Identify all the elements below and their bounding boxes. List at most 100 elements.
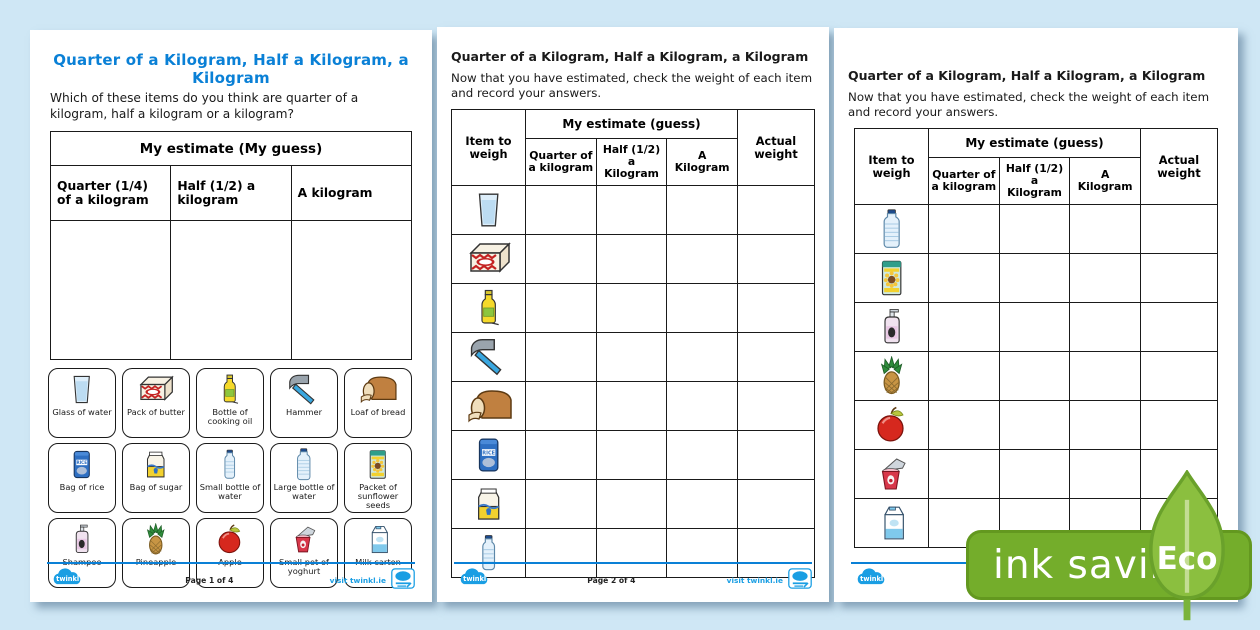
hammer-icon [451,332,526,383]
estimate-header: My estimate (guess) [525,109,738,140]
cell-quarter[interactable] [525,528,597,579]
weigh-table: Item to weigh My estimate (guess) Actual… [451,109,815,579]
cell-kilogram[interactable] [1069,302,1141,353]
bag-of-rice-icon: RICE [451,430,526,481]
cell-half[interactable] [998,449,1071,500]
cell-kilogram[interactable] [666,430,738,481]
footer-divider [454,562,812,564]
cell-actual[interactable] [737,332,815,383]
cell-kilogram[interactable] [290,220,413,361]
cell-kilogram[interactable] [666,185,738,236]
weigh-table: Item to weigh My estimate (guess) Actual… [854,128,1218,549]
cell-kilogram[interactable] [1069,351,1141,402]
cell-quarter[interactable] [525,283,597,334]
column-item-to-weigh: Item to weigh [854,128,929,206]
column-kilogram: A Kilogram [1069,157,1141,206]
cell-actual[interactable] [1140,253,1218,304]
glass-of-water-icon [451,185,526,236]
column-half: Half (1/2) a Kilogram [998,157,1071,206]
table-header-row: Item to weigh My estimate (guess) Actual… [451,109,815,187]
item-card-cooking-oil: Bottle of cooking oil [196,368,264,439]
cell-half[interactable] [595,283,668,334]
cell-half[interactable] [595,528,668,579]
cell-kilogram[interactable] [666,528,738,579]
cell-quarter[interactable] [525,479,597,530]
cell-kilogram[interactable] [1069,204,1141,255]
cell-quarter[interactable] [49,220,172,361]
cell-actual[interactable] [737,430,815,481]
table-columns-row: Quarter (1/4) of a kilogram Half (1/2) a… [49,165,413,222]
page-footer: twinkl Page 1 of 4 visit twinkl.ie [47,562,415,593]
column-kilogram: A kilogram [290,165,413,222]
cell-quarter[interactable] [928,204,1000,255]
cell-quarter[interactable] [525,185,597,236]
cell-half[interactable] [998,302,1071,353]
table-header-row: Item to weigh My estimate (guess) Actual… [854,128,1218,206]
cell-half[interactable] [595,185,668,236]
cell-kilogram[interactable] [666,283,738,334]
visit-link: visit twinkl.ie [726,575,783,585]
yoghurt-icon [290,522,318,556]
cell-half[interactable] [998,351,1071,402]
table-row [451,381,815,432]
cell-half[interactable] [595,332,668,383]
cell-actual[interactable] [737,283,815,334]
cell-quarter[interactable] [928,449,1000,500]
cell-actual[interactable] [737,185,815,236]
shampoo-icon [68,522,96,556]
cell-actual[interactable] [1140,400,1218,451]
cell-kilogram[interactable] [666,479,738,530]
cell-quarter[interactable] [928,253,1000,304]
item-card-loaf-of-bread: Loaf of bread [344,368,412,439]
cell-quarter[interactable] [525,430,597,481]
sunflower-seeds-icon [854,253,929,304]
cell-half[interactable] [595,430,668,481]
cell-quarter[interactable] [928,302,1000,353]
cell-half[interactable] [170,220,292,361]
column-half: Half (1/2) a Kilogram [595,138,668,187]
cell-kilogram[interactable] [1069,449,1141,500]
sunflower-seeds-icon [364,447,392,481]
cell-kilogram[interactable] [1069,253,1141,304]
cell-quarter[interactable] [525,381,597,432]
milk-carton-icon [854,498,929,549]
cell-half[interactable] [595,234,668,285]
footer-divider [47,562,415,564]
item-cards-grid: Glass of water Pack of butter Bottle of co… [48,368,414,589]
page-intro: Now that you have estimated, check the w… [848,90,1210,120]
cell-actual[interactable] [1140,302,1218,353]
item-card-small-bottle-of-water: Small bottle of water [196,443,264,514]
cell-actual[interactable] [737,479,815,530]
apple-icon [854,400,929,451]
table-row [451,332,815,383]
cell-actual[interactable] [737,381,815,432]
cell-actual[interactable] [737,234,815,285]
cell-half[interactable] [595,479,668,530]
cell-half[interactable] [998,253,1071,304]
twinkl-quality-badge-icon [391,567,415,593]
cell-kilogram[interactable] [666,332,738,383]
cell-half[interactable] [998,204,1071,255]
cell-actual[interactable] [1140,204,1218,255]
cell-quarter[interactable] [928,400,1000,451]
item-card-label: Pack of butter [127,407,185,418]
column-half: Half (1/2) a kilogram [170,165,292,222]
item-card-label: Bag of sugar [129,482,183,493]
cell-kilogram[interactable] [666,381,738,432]
table-row [451,528,815,579]
loaf-of-bread-icon [358,372,398,406]
svg-text:twinkl: twinkl [56,574,79,582]
cell-kilogram[interactable] [1069,400,1141,451]
cell-quarter[interactable] [525,332,597,383]
cell-actual[interactable] [1140,351,1218,402]
table-row [854,253,1218,304]
cell-quarter[interactable] [525,234,597,285]
cell-half[interactable] [998,400,1071,451]
cell-kilogram[interactable] [666,234,738,285]
table-row [451,479,815,530]
cell-half[interactable] [595,381,668,432]
item-card-large-bottle-of-water: Large bottle of water [270,443,338,514]
cell-quarter[interactable] [928,351,1000,402]
twinkl-quality-badge-icon [788,567,812,593]
pack-of-butter-icon [451,234,526,285]
